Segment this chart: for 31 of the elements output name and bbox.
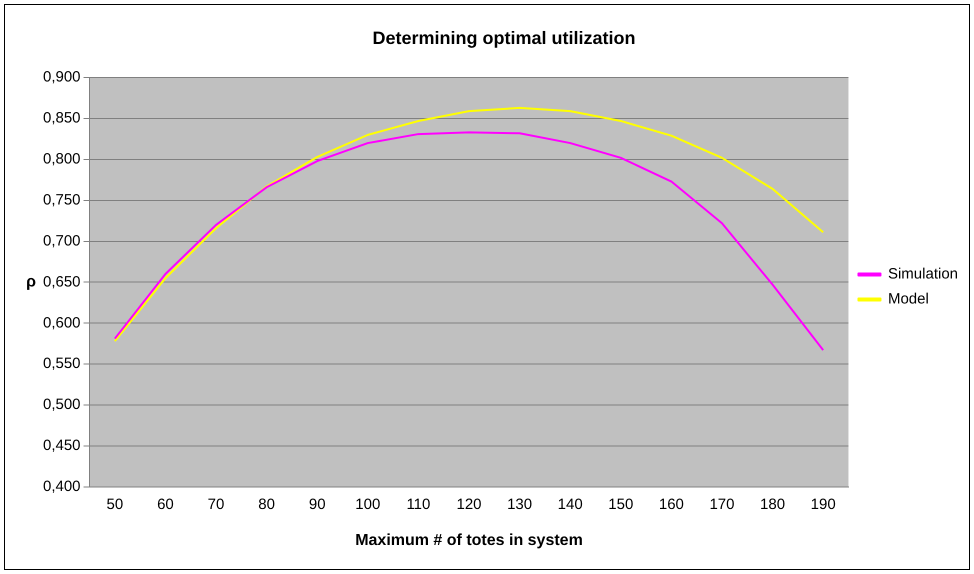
- x-tick-label: 80: [258, 496, 275, 513]
- x-tick-label: 100: [355, 496, 380, 513]
- y-tick-label: 0,650: [42, 273, 81, 290]
- legend-label: Simulation: [888, 266, 958, 283]
- x-tick-label: 60: [157, 496, 174, 513]
- x-tick-label: 190: [810, 496, 836, 513]
- y-tick-label: 0,700: [42, 232, 81, 250]
- x-tick-label: 50: [106, 496, 124, 513]
- y-tick-label: 0,900: [42, 68, 81, 86]
- x-tick-label: 140: [558, 496, 583, 513]
- x-tick-label: 70: [208, 496, 224, 513]
- x-tick-label: 160: [658, 496, 684, 513]
- y-tick-label: 0,750: [42, 192, 81, 208]
- x-axis-title: Maximum # of totes in system: [355, 532, 583, 549]
- y-tick-label: 0,550: [42, 355, 81, 372]
- y-tick-label: 0,400: [42, 478, 81, 495]
- x-tick-label: 120: [456, 496, 482, 513]
- x-tick-label: 110: [406, 496, 430, 513]
- y-tick-label: 0,800: [42, 150, 81, 168]
- x-tick-label: 90: [308, 496, 326, 513]
- y-axis-title: ρ: [26, 274, 36, 291]
- y-tick-label: 0,500: [42, 396, 81, 414]
- y-tick-label: 0,850: [42, 110, 81, 127]
- legend-label: Model: [888, 290, 929, 308]
- x-tick-label: 170: [709, 496, 734, 513]
- y-tick-label: 0,600: [42, 314, 81, 332]
- x-tick-label: 150: [608, 496, 634, 513]
- y-tick-label: 0,450: [42, 437, 81, 454]
- chart-title: Determining optimal utilization: [372, 28, 636, 48]
- x-tick-label: 180: [760, 496, 786, 513]
- x-tick-label: 130: [507, 496, 532, 513]
